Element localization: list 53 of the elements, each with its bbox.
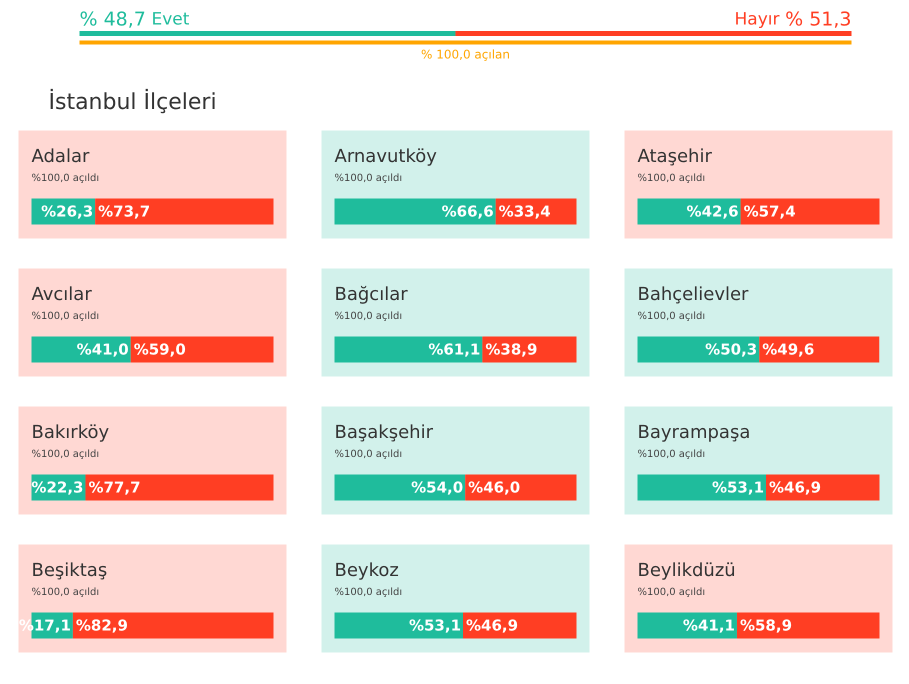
chart-subtitle: %100,0 açıldı [334,587,402,598]
data-label: % 51,3 [785,8,852,30]
chart-subtitle: %100,0 açıldı [32,311,100,322]
data-label: %38,9 [485,340,538,358]
chart-title: Arnavutköy [334,146,438,167]
data-label: %46,0 [468,478,520,496]
data-label: %41,1 [682,616,735,634]
chart-subtitle: %100,0 açıldı [638,587,706,598]
chart-title: Beşiktaş [32,560,108,581]
data-label: %54,0 [411,478,464,496]
data-label: %46,9 [769,478,822,496]
series-label: Evet [152,10,190,30]
chart-subtitle: %100,0 açıldı [638,449,706,460]
chart-title: Bağcılar [334,284,408,305]
chart-title: Başakşehir [334,422,434,443]
text: İstanbul İlçeleri [48,88,217,115]
chart-subtitle: %100,0 açıldı [32,449,100,460]
data-label: %77,7 [88,478,141,496]
chart-title: Ataşehir [638,146,712,167]
data-label: %26,3 [41,202,94,220]
series-label: Hayır [734,10,780,30]
data-label: %82,9 [76,616,128,634]
chart-title: Avcılar [32,284,92,305]
chart-subtitle: %100,0 açıldı [334,311,402,322]
chart-title: Beykoz [334,560,399,581]
data-label: %46,9 [466,616,518,634]
chart-subtitle: %100,0 açıldı [32,173,100,184]
chart-title: Beylikdüzü [638,560,736,581]
data-label: %50,3 [705,340,758,358]
data-label: %53,1 [408,616,462,634]
data-label: %53,1 [712,478,764,496]
data-label: %49,6 [762,340,814,358]
chart-subtitle: %100,0 açıldı [334,173,402,184]
data-label: %73,7 [98,202,150,220]
data-label: % 100,0 açılan [421,48,510,62]
chart-subtitle: %100,0 açıldı [638,173,706,184]
data-label: %58,9 [740,616,792,634]
data-label: %59,0 [134,340,186,358]
data-label: %22,3 [31,478,84,496]
data-label: %57,4 [744,202,796,220]
chart-subtitle: %100,0 açıldı [32,587,100,598]
data-label: %61,1 [428,340,480,358]
data-label: %42,6 [686,202,739,220]
chart-title: Bayrampaşa [638,422,750,443]
chart-subtitle: %100,0 açıldı [334,449,402,460]
data-label: %66,6 [442,202,494,220]
chart-subtitle: %100,0 açıldı [638,311,706,322]
chart-title: Adalar [32,146,90,167]
data-label: %33,4 [498,202,551,220]
data-label: % 48,7 [80,8,146,30]
chart-title: Bahçelievler [638,284,750,305]
chart-title: Bakırköy [32,422,110,443]
data-label: %41,0 [76,340,129,358]
